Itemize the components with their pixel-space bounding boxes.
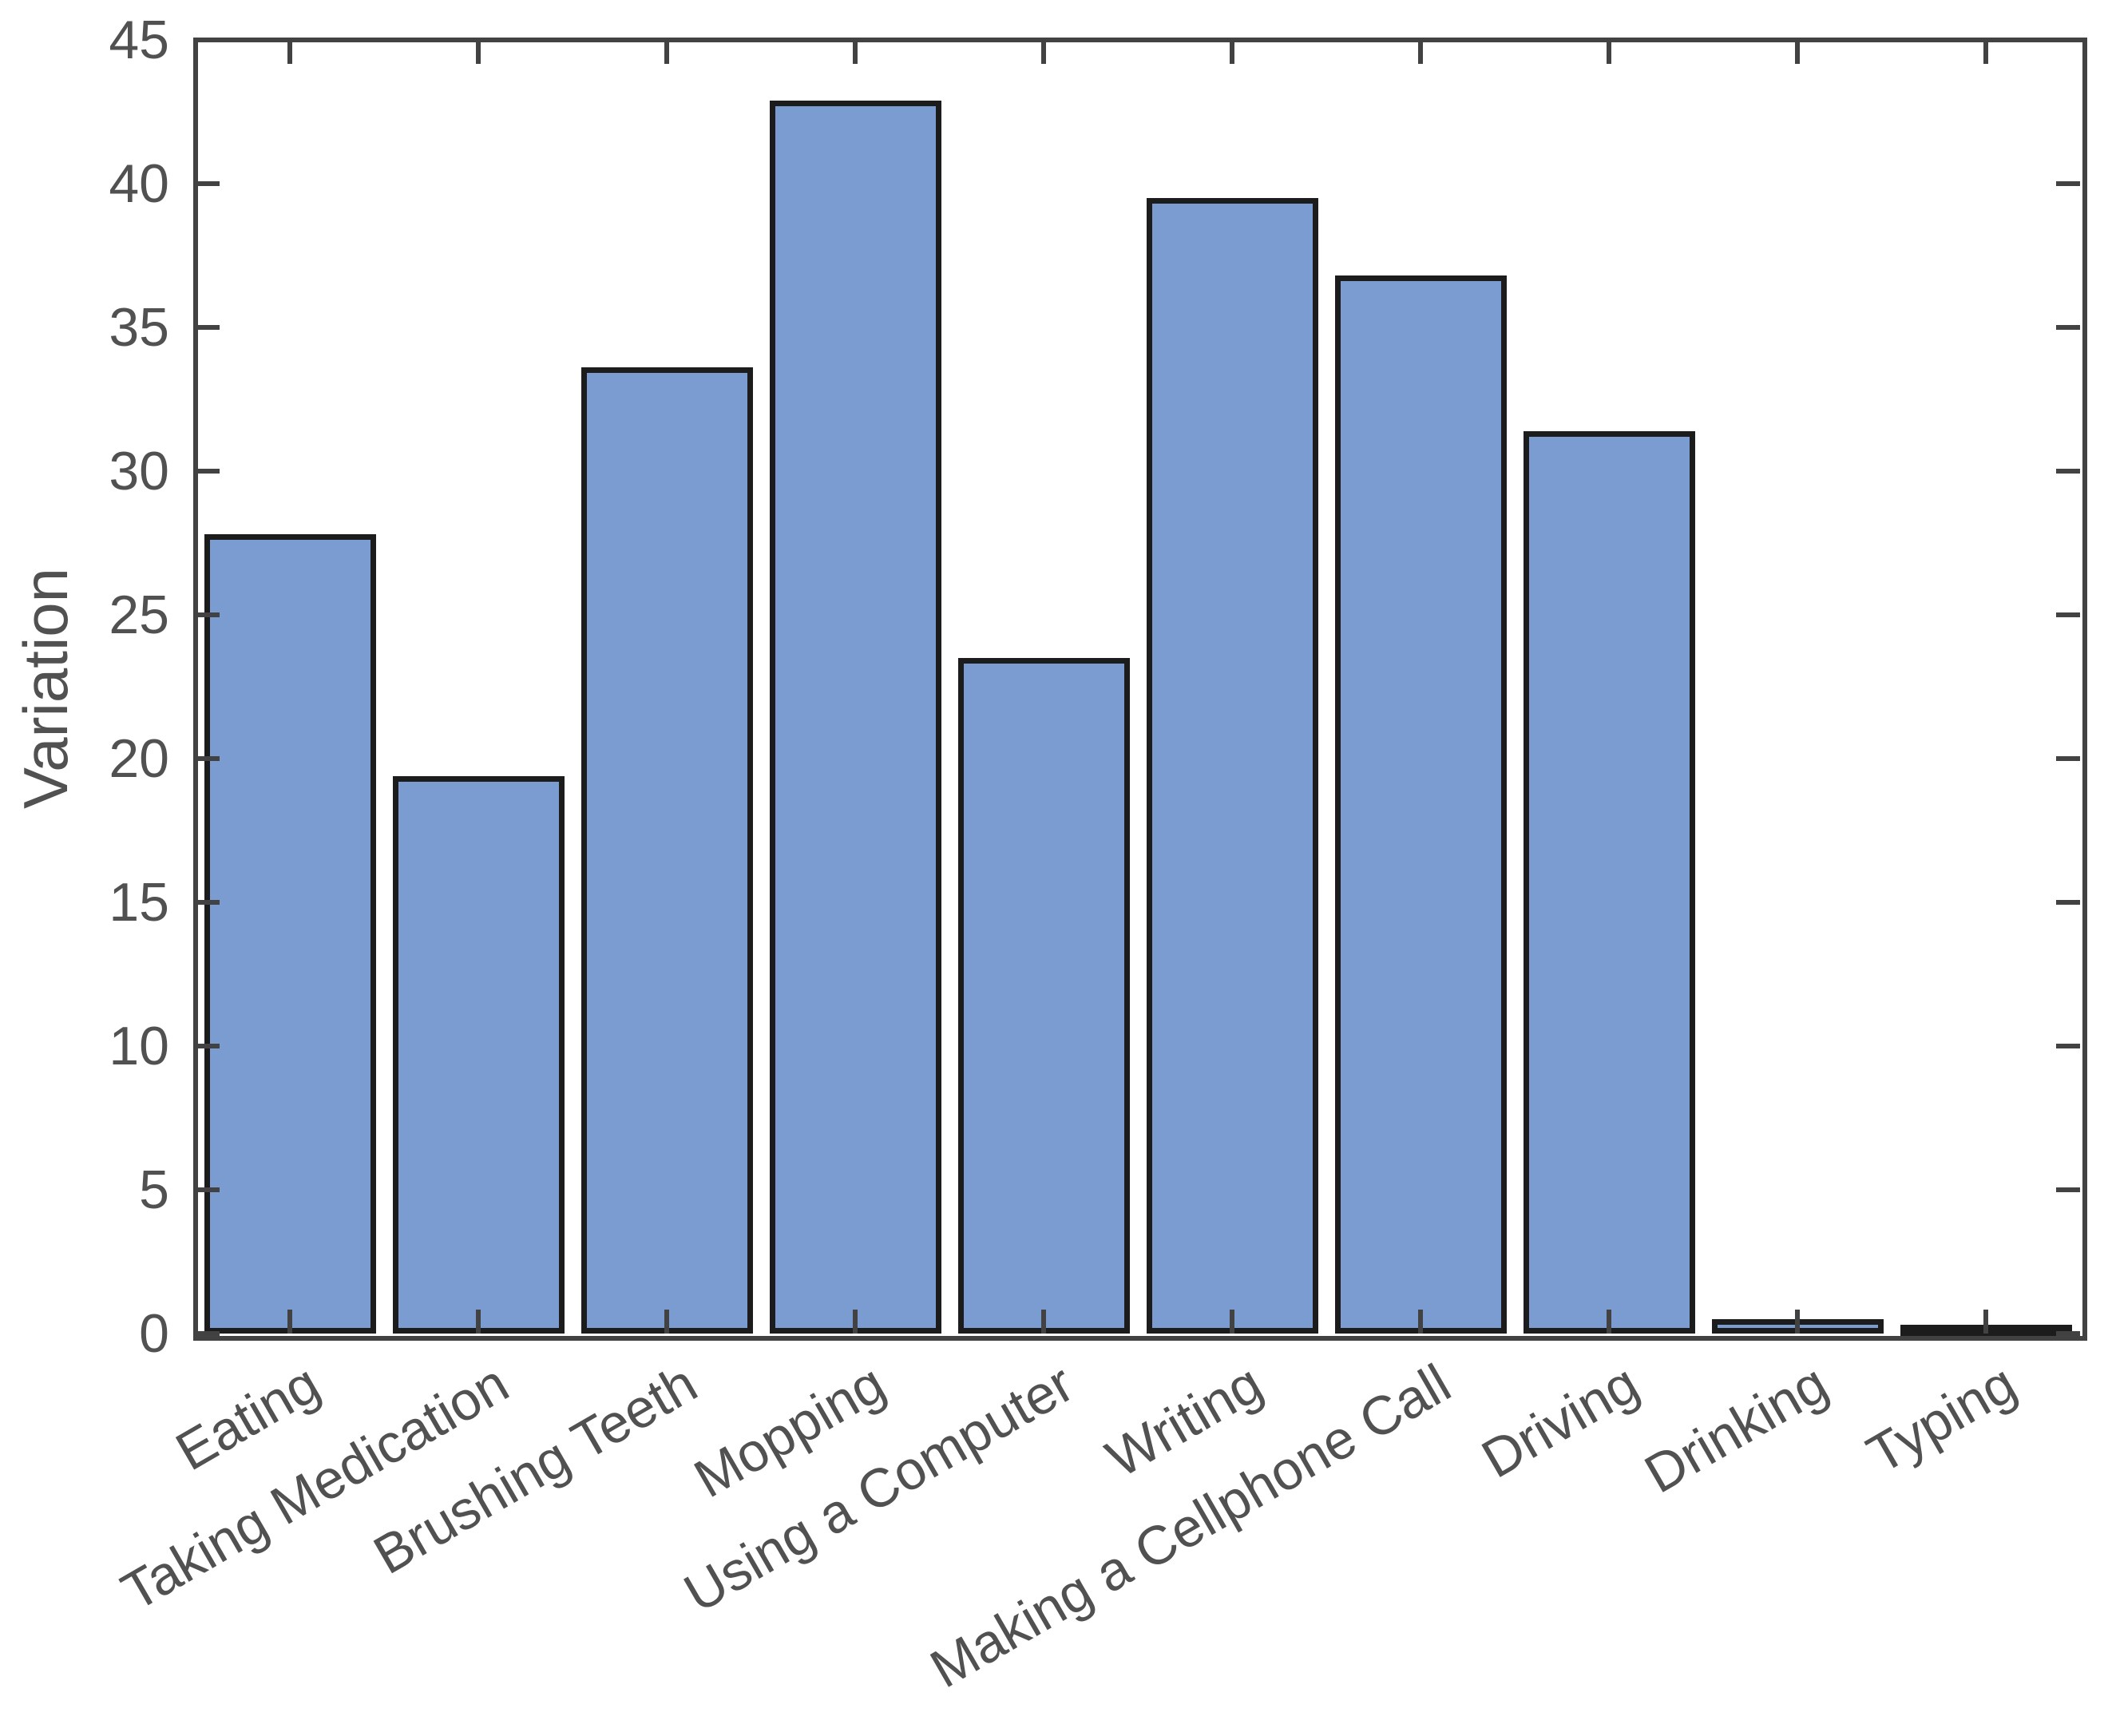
x-tick-top: [1607, 40, 1611, 64]
x-tick-bottom: [853, 1310, 858, 1334]
y-tick-right: [2056, 756, 2080, 761]
plot-area: [193, 38, 2087, 1341]
y-tick-right: [2056, 38, 2080, 42]
y-tick-right: [2056, 1044, 2080, 1048]
y-tick-left: [196, 1331, 220, 1336]
y-tick-label: 10: [109, 1016, 169, 1076]
bar-eating: [204, 534, 376, 1334]
x-tick-bottom: [1795, 1310, 1800, 1334]
x-tick-top: [853, 40, 858, 64]
y-tick-right: [2056, 325, 2080, 330]
bar-driving: [1524, 431, 1695, 1334]
bar-taking-medication: [393, 776, 565, 1334]
x-tick-bottom: [1041, 1310, 1046, 1334]
x-tick-top: [1230, 40, 1234, 64]
x-tick-top: [664, 40, 669, 64]
y-tick-right: [2056, 469, 2080, 474]
y-tick-label: 45: [109, 10, 169, 70]
axis-frame: [193, 38, 2087, 1341]
y-tick-right: [2056, 900, 2080, 905]
bar-using-a-computer: [958, 658, 1130, 1334]
y-tick-left: [196, 181, 220, 186]
x-tick-bottom: [664, 1310, 669, 1334]
bar-brushing-teeth: [581, 367, 753, 1334]
x-tick-top: [476, 40, 481, 64]
y-tick-left: [196, 900, 220, 905]
y-tick-right: [2056, 1331, 2080, 1336]
y-tick-label: 15: [109, 872, 169, 933]
x-tick-top: [1418, 40, 1423, 64]
x-tick-bottom: [1418, 1310, 1423, 1334]
y-tick-label: 5: [139, 1159, 169, 1220]
y-tick-right: [2056, 612, 2080, 617]
y-tick-label: 20: [109, 728, 169, 789]
y-tick-left: [196, 1044, 220, 1048]
x-tick-bottom: [1230, 1310, 1234, 1334]
y-tick-label: 0: [139, 1303, 169, 1364]
x-tick-bottom: [476, 1310, 481, 1334]
y-tick-left: [196, 1187, 220, 1192]
x-tick-bottom: [1983, 1310, 1988, 1334]
y-tick-label: 40: [109, 153, 169, 214]
y-axis-title: Variation: [10, 567, 81, 810]
x-tick-top: [1983, 40, 1988, 64]
y-tick-label: 30: [109, 441, 169, 501]
bar-mopping: [770, 101, 941, 1334]
x-tick-label: Driving: [1472, 1353, 1649, 1490]
x-tick-top: [1041, 40, 1046, 64]
y-tick-left: [196, 469, 220, 474]
bar-making-a-cellphone-call: [1335, 275, 1507, 1334]
x-tick-label: Brushing Teeth: [363, 1353, 707, 1587]
x-tick-bottom: [287, 1310, 292, 1334]
y-tick-right: [2056, 181, 2080, 186]
y-tick-left: [196, 38, 220, 42]
x-tick-label: Drinking: [1634, 1353, 1837, 1505]
x-tick-top: [287, 40, 292, 64]
y-tick-label: 25: [109, 585, 169, 645]
y-tick-left: [196, 612, 220, 617]
bar-writing: [1147, 198, 1318, 1334]
x-tick-top: [1795, 40, 1800, 64]
y-tick-left: [196, 325, 220, 330]
x-tick-bottom: [1607, 1310, 1611, 1334]
x-tick-label: Typing: [1856, 1353, 2026, 1485]
y-tick-right: [2056, 1187, 2080, 1192]
y-tick-label: 35: [109, 297, 169, 358]
y-tick-left: [196, 756, 220, 761]
